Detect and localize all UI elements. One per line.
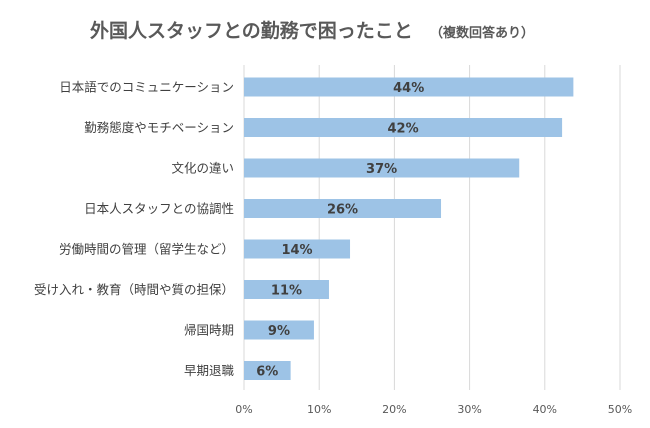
data-label: 26% bbox=[327, 203, 358, 218]
x-tick-label: 30% bbox=[457, 403, 481, 416]
x-tick-label: 0% bbox=[235, 403, 252, 416]
data-label: 6% bbox=[256, 365, 278, 380]
bar bbox=[244, 199, 442, 218]
bar bbox=[244, 280, 329, 299]
category-label: 日本語でのコミュニケーション bbox=[59, 80, 234, 95]
chart-subtitle: （複数回答あり） bbox=[430, 25, 534, 41]
bars bbox=[244, 77, 574, 380]
category-labels: 日本語でのコミュニケーション勤務態度やモチベーション文化の違い日本人スタッフとの… bbox=[34, 80, 235, 379]
bar bbox=[244, 158, 520, 178]
chart-title: 外国人スタッフとの勤務で困ったこと bbox=[90, 19, 413, 42]
x-tick-label: 40% bbox=[533, 403, 557, 416]
data-labels: 44% 42% 37% 26% 14% 11% 9% 6% bbox=[256, 81, 424, 380]
category-label: 早期退職 bbox=[184, 363, 235, 378]
category-label: 労働時間の管理（留学生など） bbox=[59, 242, 234, 257]
data-label: 44% bbox=[393, 81, 424, 96]
category-label: 帰国時期 bbox=[184, 323, 234, 338]
bar bbox=[244, 361, 291, 380]
category-label: 文化の違い bbox=[171, 161, 234, 176]
x-tick-label: 20% bbox=[382, 403, 406, 416]
category-label: 受け入れ・教育（時間や質の担保） bbox=[34, 282, 234, 297]
bar bbox=[244, 118, 563, 137]
x-axis-tick-labels: 0% 10% 20% 30% 40% 50% bbox=[235, 403, 632, 416]
data-label: 11% bbox=[271, 284, 302, 299]
category-label: 勤務態度やモチベーション bbox=[84, 120, 234, 135]
bar bbox=[244, 239, 351, 259]
data-label: 37% bbox=[366, 162, 397, 177]
data-label: 9% bbox=[268, 324, 290, 339]
grid-lines bbox=[243, 65, 621, 390]
data-label: 42% bbox=[387, 122, 418, 137]
bar bbox=[244, 320, 314, 340]
data-label: 14% bbox=[281, 243, 312, 258]
bar bbox=[244, 77, 574, 97]
category-label: 日本人スタッフとの協調性 bbox=[84, 201, 234, 216]
x-tick-label: 50% bbox=[608, 403, 632, 416]
x-tick-label: 10% bbox=[307, 403, 331, 416]
